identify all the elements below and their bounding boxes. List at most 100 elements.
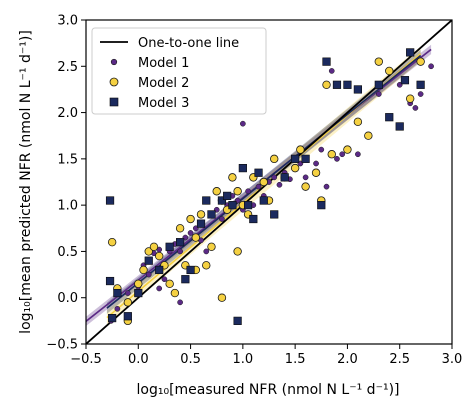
x-tick-label: 2.5	[389, 352, 410, 367]
point-model-1	[145, 271, 152, 278]
point-model-3	[196, 219, 206, 228]
legend-model-1-swatch	[110, 58, 118, 66]
point-model-2	[353, 117, 363, 127]
legend-model-2-label: Model 2	[138, 76, 189, 91]
point-model-2	[175, 224, 185, 233]
point-model-2	[364, 131, 373, 140]
x-axis-ticks: −0.5 0.0 0.5 1.0 1.5 2.0 2.5 3.0	[70, 344, 462, 367]
point-model-1	[328, 68, 335, 74]
point-model-3	[249, 214, 258, 224]
point-model-3	[223, 191, 232, 200]
point-model-2	[144, 247, 153, 256]
point-model-3	[254, 168, 263, 177]
point-model-2	[228, 173, 237, 182]
point-model-1	[161, 276, 168, 283]
point-model-3	[343, 80, 352, 89]
point-model-3	[113, 288, 122, 298]
point-model-1	[271, 174, 278, 181]
x-tick-label: 0.5	[180, 352, 201, 367]
point-model-3	[207, 210, 216, 219]
point-model-3	[280, 173, 289, 182]
point-model-2	[123, 298, 133, 307]
point-model-3	[270, 210, 279, 219]
point-model-1	[428, 63, 434, 70]
point-model-3	[243, 201, 253, 210]
point-model-1	[334, 156, 340, 162]
point-model-1	[187, 230, 194, 236]
point-model-3	[317, 201, 326, 210]
x-tick-label: 2.0	[337, 352, 358, 367]
point-model-1	[276, 181, 283, 188]
data-points	[105, 48, 434, 326]
point-model-1	[255, 183, 262, 190]
y-tick-label: −0.5	[46, 338, 78, 353]
point-model-1	[417, 91, 424, 97]
point-model-1	[323, 183, 330, 190]
point-model-2	[233, 187, 242, 196]
point-model-3	[238, 164, 247, 173]
x-tick-label: 1.0	[233, 352, 254, 367]
point-model-3	[416, 80, 425, 89]
point-model-3	[108, 313, 117, 323]
point-model-2	[290, 163, 300, 173]
point-model-3	[165, 242, 174, 251]
point-model-3	[176, 238, 185, 247]
point-model-2	[207, 242, 216, 251]
point-model-2	[405, 94, 415, 103]
point-model-3	[228, 201, 237, 210]
point-model-3	[353, 85, 362, 94]
point-model-2	[343, 145, 352, 154]
point-model-3	[123, 312, 132, 321]
point-model-3	[217, 196, 227, 205]
point-model-2	[154, 251, 164, 261]
point-model-3	[144, 256, 153, 265]
y-tick-label: 0.0	[57, 291, 78, 306]
point-model-3	[105, 196, 115, 205]
x-tick-label: −0.5	[70, 352, 102, 367]
point-model-2	[217, 293, 227, 302]
point-model-2	[296, 145, 305, 154]
point-model-1	[240, 120, 246, 127]
legend-model-1-label: Model 1	[138, 56, 189, 71]
y-tick-label: 1.5	[57, 152, 78, 167]
point-model-2	[191, 233, 200, 242]
point-model-2	[301, 182, 310, 191]
x-tick-label: 0.0	[128, 352, 149, 367]
plot-frame	[85, 19, 453, 345]
point-model-3	[332, 80, 342, 89]
legend-model-2-swatch	[109, 77, 119, 87]
point-model-2	[165, 279, 174, 289]
point-model-3	[181, 275, 190, 284]
point-model-2	[107, 237, 117, 247]
x-tick-label: 3.0	[442, 352, 463, 367]
point-model-3	[374, 80, 383, 89]
point-model-3	[233, 316, 242, 325]
point-model-1	[412, 105, 419, 111]
y-tick-label: 2.5	[57, 60, 78, 75]
point-model-3	[385, 113, 394, 122]
point-model-1	[156, 285, 163, 292]
y-tick-label: 2.0	[57, 106, 78, 121]
point-model-2	[416, 57, 425, 66]
point-model-3	[202, 196, 211, 205]
point-model-2	[311, 168, 321, 177]
point-model-2	[170, 288, 180, 298]
point-model-3	[322, 57, 331, 66]
point-model-1	[114, 305, 121, 312]
legend-one-to-one-label: One-to-one line	[138, 36, 239, 51]
point-model-3	[186, 265, 195, 275]
point-model-3	[301, 154, 310, 163]
point-model-1	[203, 248, 210, 255]
point-model-2	[139, 265, 148, 275]
point-model-2	[134, 279, 143, 289]
point-model-1	[318, 146, 325, 153]
point-model-3	[155, 265, 164, 275]
legend-model-3-swatch	[109, 97, 119, 107]
y-tick-label: 1.0	[57, 199, 78, 214]
point-model-1	[313, 160, 319, 167]
point-model-3	[134, 288, 143, 298]
point-model-2	[385, 66, 394, 76]
x-axis-label: log₁₀[measured NFR (nmol N L⁻¹ d⁻¹)]	[137, 382, 400, 398]
point-model-1	[124, 290, 131, 296]
point-model-1	[219, 216, 225, 222]
